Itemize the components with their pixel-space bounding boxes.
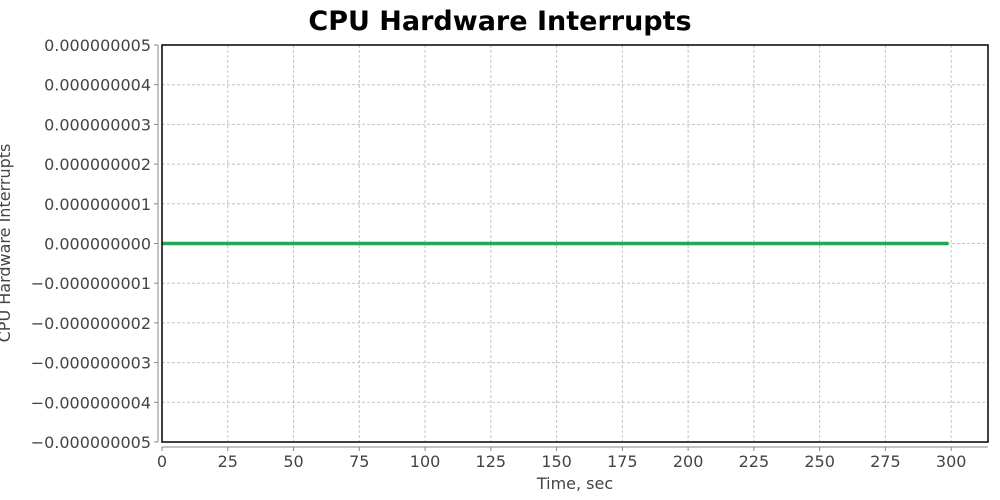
y-tick-label: −0.000000005 [31,433,151,452]
x-axis-ticks: 0 25 50 75 100 125 150 175 200 225 250 275 300 [157,447,967,471]
y-tick-label: 0.000000001 [44,195,151,214]
x-tick-label: 0 [157,452,167,471]
x-tick-label: 275 [870,452,901,471]
x-tick-label: 25 [218,452,238,471]
y-tick-label: 0.000000000 [44,235,151,254]
x-tick-label: 225 [739,452,770,471]
x-axis-label: Time, sec [536,474,613,493]
plot-area-border [161,44,989,443]
x-tick-label: 175 [607,452,638,471]
y-tick-label: −0.000000003 [31,354,151,373]
x-tick-label: 125 [476,452,507,471]
x-tick-label: 150 [541,452,572,471]
y-tick-label: −0.000000001 [31,274,151,293]
y-tick-label: 0.000000005 [44,36,151,55]
x-tick-label: 250 [804,452,835,471]
y-axis-ticks: 0.000000005 0.000000004 0.000000003 0.00000… [31,36,158,452]
grid [161,44,988,443]
y-tick-label: 0.000000004 [44,76,151,95]
x-tick-label: 200 [673,452,704,471]
y-tick-label: −0.000000002 [31,314,151,333]
chart-title: CPU Hardware Interrupts [308,6,691,37]
x-tick-label: 100 [410,452,441,471]
x-tick-label: 75 [349,452,369,471]
x-tick-label: 300 [936,452,967,471]
y-tick-label: −0.000000004 [31,393,151,412]
y-axis-label: CPU Hardware Interrupts [0,144,14,343]
y-tick-label: 0.000000002 [44,155,151,174]
x-tick-label: 50 [283,452,303,471]
y-tick-label: 0.000000003 [44,115,151,134]
